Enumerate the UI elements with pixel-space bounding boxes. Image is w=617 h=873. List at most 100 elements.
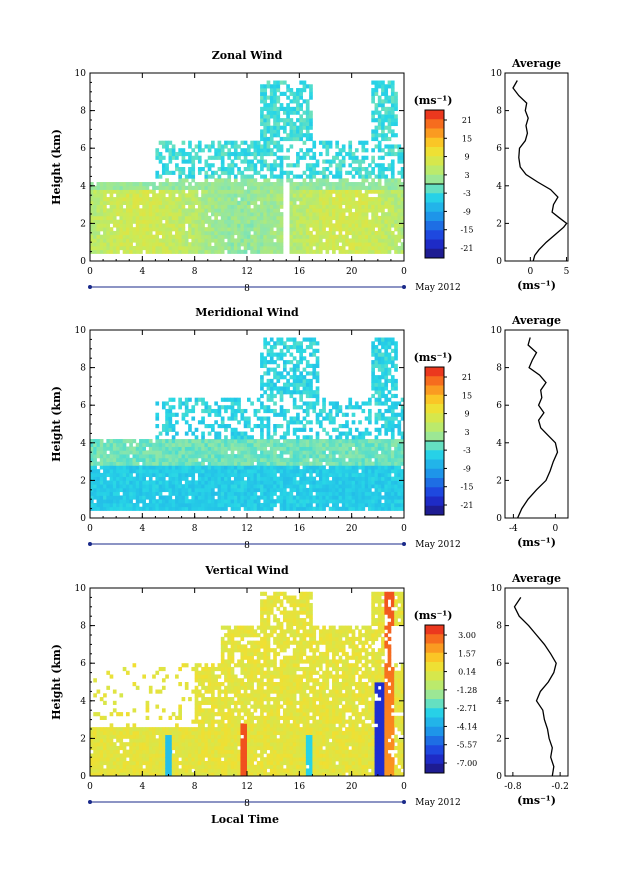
heatmap-cell (168, 148, 173, 153)
heatmap-cell (332, 454, 336, 459)
heatmap-cell (309, 215, 313, 221)
heatmap-cell (309, 487, 313, 493)
heatmap-cell (142, 208, 147, 213)
heatmap-cell (129, 234, 133, 239)
heatmap-cell (247, 499, 251, 504)
heatmap-cell (296, 360, 300, 365)
heatmap-cell (387, 499, 392, 504)
heatmap-cell (250, 215, 254, 221)
heatmap-cell (155, 215, 160, 221)
heatmap-cell (299, 193, 304, 198)
heatmap-cell (119, 238, 124, 243)
heatmap-cell (109, 491, 114, 496)
heatmap-cell (207, 442, 212, 447)
heatmap-cell (207, 465, 212, 470)
heatmap-cell (266, 495, 271, 500)
heatmap-cell (253, 499, 258, 504)
heatmap-cell (361, 193, 366, 198)
heatmap-cell (390, 427, 395, 432)
heatmap-cell (296, 472, 300, 478)
heatmap-cell (354, 457, 359, 462)
heatmap-cell (217, 405, 222, 410)
heatmap-cell (374, 103, 379, 108)
heatmap-cell (394, 382, 398, 387)
heatmap-cell (361, 159, 366, 164)
heatmap-cell (161, 465, 166, 470)
heatmap-cell (335, 208, 339, 213)
heatmap-cell (204, 401, 209, 406)
heatmap-cell (377, 427, 382, 432)
heatmap-cell (338, 472, 343, 478)
heatmap-cell (197, 219, 202, 224)
heatmap-cell (139, 506, 143, 511)
heatmap-cell (296, 439, 300, 444)
heatmap-cell (220, 469, 225, 474)
heatmap-cell (103, 189, 107, 194)
heatmap-cell (381, 227, 385, 232)
heatmap-cell (224, 234, 228, 239)
heatmap-cell (361, 461, 366, 466)
heatmap-cell (302, 401, 307, 406)
heatmap-cell (390, 129, 395, 134)
colorbar-tick-label: 3 (464, 171, 469, 180)
heatmap-cell (168, 427, 173, 432)
heatmap-cell (93, 472, 97, 478)
heatmap-cell (374, 106, 379, 111)
heatmap-cell (390, 215, 395, 221)
heatmap-cell (224, 502, 228, 508)
heatmap-cell (341, 215, 346, 221)
heatmap-cell (207, 408, 212, 414)
colorbar-segment (425, 147, 444, 157)
heatmap-cell (230, 480, 235, 485)
heatmap-cell (322, 450, 326, 455)
heatmap-cell (181, 245, 186, 251)
heatmap-cell (269, 386, 274, 391)
heatmap-cell (351, 435, 356, 440)
heatmap-cell (224, 219, 228, 224)
heatmap-cell (250, 197, 254, 202)
heatmap-cell (273, 382, 277, 387)
heatmap-cell (279, 502, 284, 508)
heatmap-cell (129, 215, 133, 221)
heatmap-cell (361, 197, 366, 202)
heatmap-cell (224, 204, 228, 209)
heatmap-cell (211, 193, 215, 198)
heatmap-cell (358, 454, 362, 459)
heatmap-cell (211, 189, 215, 194)
heatmap-cell (309, 133, 313, 138)
heatmap-cell (305, 360, 310, 365)
heatmap-cell (322, 174, 326, 179)
heatmap-cell (374, 245, 379, 251)
heatmap-cell (168, 219, 173, 224)
heatmap-cell (230, 219, 235, 224)
heatmap-cell (322, 506, 326, 511)
heatmap-cell (194, 197, 199, 202)
heatmap-cell (224, 397, 228, 402)
heatmap-cell (184, 457, 189, 462)
heatmap-cell (394, 103, 398, 108)
heatmap-cell (230, 230, 235, 236)
heatmap-cell (227, 472, 232, 478)
heatmap-cell (158, 487, 163, 493)
heatmap-cell (315, 420, 320, 425)
heatmap-cell (217, 223, 222, 228)
heatmap-cell (211, 502, 215, 508)
heatmap-cell (322, 178, 326, 183)
heatmap-cell (168, 238, 173, 243)
heatmap-cell (155, 450, 160, 455)
heatmap-cell (387, 484, 392, 489)
heatmap-cell (289, 193, 294, 198)
heatmap-cell (168, 454, 173, 459)
heatmap-cell (348, 182, 353, 187)
heatmap-cell (332, 476, 336, 481)
heatmap-cell (394, 491, 398, 496)
heatmap-cell (237, 151, 241, 157)
heatmap-cell (99, 234, 104, 239)
heatmap-cell (348, 204, 353, 209)
heatmap-cell (328, 442, 333, 447)
heatmap-cell (296, 427, 300, 432)
heatmap-cell (256, 476, 261, 481)
heatmap-cell (119, 502, 124, 508)
heatmap-cell (227, 223, 232, 228)
heatmap-cell (335, 212, 339, 217)
